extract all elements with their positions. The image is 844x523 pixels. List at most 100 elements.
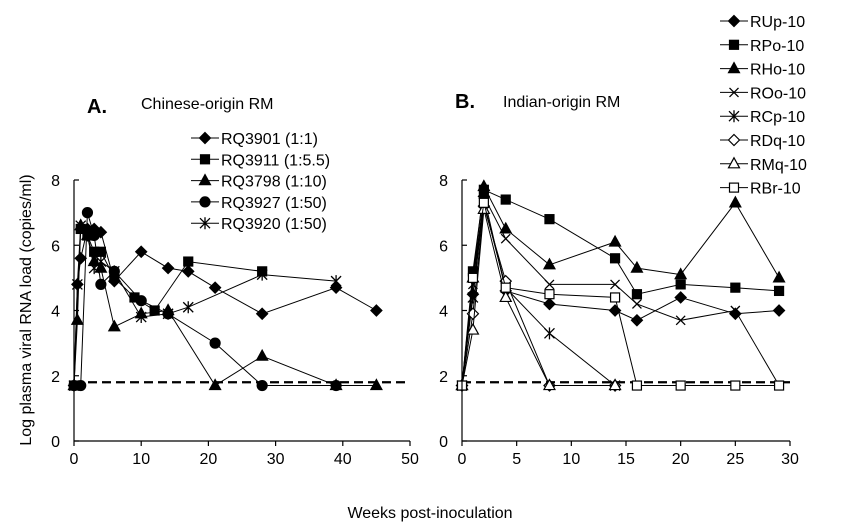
panel-b-legend-rcp-10: RCp-10 (720, 109, 805, 126)
panel-b-letter: B. (455, 91, 475, 113)
panel-b-series-rup-10-point (543, 297, 556, 311)
panel-a-series-rq3920-1-50 (68, 219, 342, 392)
panel-b-legend-rbr-10: RBr-10 (720, 181, 801, 198)
panel-a-title: Chinese-origin RM (141, 96, 274, 113)
panel-a-series-rq3798-1-10-line (73, 224, 377, 387)
panel-a-legend-rq3911-1-5-5-marker (199, 154, 211, 165)
panel-b-legend-roo-10-marker (729, 87, 739, 98)
panel-a-series-rq3920-1-50-point (75, 219, 87, 232)
panel-b-legend-rpo-10-label: RPo-10 (750, 38, 804, 55)
panel-b-series-rmq-10-point (466, 322, 480, 335)
panel-a-series-rq3927-1-50-point (81, 207, 94, 219)
panel-a-series-rq3901-1-1-point (161, 261, 175, 275)
panel-b-series-rmq-10-line (461, 209, 616, 386)
panel-a-series-rq3920-1-50-point (135, 311, 147, 324)
panel-b-legend-rdq-10-label: RDq-10 (750, 133, 805, 150)
panel-b-series-rbr-10-point (675, 380, 686, 391)
panel-b-legend-rpo-10: RPo-10 (720, 38, 804, 55)
panel-b-series-rbr-10-line (461, 202, 780, 386)
panel-b-y-tick-label: 8 (439, 173, 448, 190)
panel-b-series-roo-10-point (544, 279, 555, 290)
panel-a-series-rq3927-1-50-line (74, 212, 337, 386)
panel-a-series-rq3920-1-50-point (95, 255, 107, 268)
panel-a-series-rq3927-1-50-point (95, 278, 107, 290)
panel-b-series-roo-10-point (631, 299, 642, 309)
panel-b-series-rho-10-point (608, 234, 622, 247)
panel-b-series-rmq-10-point (499, 290, 513, 303)
panel-b-x-tick-label: 20 (672, 451, 690, 468)
panel-b-legend-rho-10: RHo-10 (720, 61, 805, 79)
panel-a-series-rq3901-1-1-point (329, 281, 343, 295)
panel-a-series-rq3901-1-1-point (255, 307, 269, 321)
panel-a-legend-rq3798-1-10: RQ3798 (1:10) (191, 173, 327, 191)
panel-a-legend-rq3920-1-50-marker (199, 217, 211, 230)
panel-a-series-rq3927-1-50-point (330, 379, 342, 392)
panel-a-legend-rq3920-1-50: RQ3920 (1:50) (191, 216, 327, 233)
panel-a-series-rq3927-1-50-point (135, 295, 147, 307)
panel-a-series-rq3920-1-50-point (256, 268, 268, 281)
panel-b-legend-rup-10-marker (727, 14, 741, 28)
panel-b-series-rup-10-line (461, 196, 780, 386)
panel-b-series-rpo-10-point (500, 194, 511, 205)
panel-b-legend-rup-10-label: RUp-10 (750, 14, 805, 31)
panel-b-legend-rcp-10-marker (728, 110, 740, 123)
panel-a-y-tick-label: 4 (51, 304, 60, 321)
panel-a-series-rq3901-1-1-point (134, 245, 148, 259)
panel-a-series-rq3901-1-1-point (208, 281, 222, 295)
panel-b-series-rbr-10 (456, 197, 785, 391)
panel-b-series-rho-10-point (499, 221, 513, 234)
panel-a-series-rq3920-1-50-point (162, 307, 174, 320)
panel-a-y-tick-label: 0 (51, 434, 60, 451)
panel-a-axes: 0 2 4 6 8 0 10 20 30 40 50 (51, 173, 419, 468)
panel-a-x-tick-label: 40 (334, 451, 352, 468)
panel-b-series-rup-10-point (674, 291, 688, 304)
panel-a-series-rq3901-1-1-point (370, 304, 383, 317)
panel-b-series-rbr-10-point (631, 380, 643, 391)
panel-a-legend-rq3798-1-10-marker (198, 173, 212, 186)
panel-a-legend-rq3927-1-50-label: RQ3927 (1:50) (221, 195, 327, 212)
panel-b-series-rpo-10-point (773, 285, 785, 297)
panel-a-x-tick-label: 30 (267, 451, 285, 468)
panel-b-series-roo-10-point (675, 315, 686, 326)
panel-b-series-rpo-10-point (675, 279, 686, 290)
panel-a-legend: RQ3901 (1:1) RQ3911 (1:5.5) RQ3798 (1:10) R… (191, 131, 330, 233)
panel-b-series-rup-10-point (772, 304, 786, 317)
panel-a-series-rq3798-1-10-point (255, 348, 269, 361)
panel-a-series-rq3927-1-50-point (75, 379, 87, 392)
panel-b-series-rbr-10-point (478, 197, 489, 208)
panel-b-y-tick-label: 2 (439, 369, 448, 386)
panel-b-series-rup-10-point (630, 313, 644, 327)
panel-b-legend-rmq-10: RMq-10 (720, 156, 807, 174)
panel-b-series-rcp-10-point (544, 327, 555, 340)
panel-b-series-rho-10-point (630, 260, 644, 273)
panel-b-legend-rup-10: RUp-10 (720, 14, 805, 31)
panel-b-x-tick-label: 10 (562, 451, 580, 468)
panel-b-series-rpo-10-point (631, 289, 643, 300)
panel-b-series-rpo-10-point (609, 253, 621, 264)
panel-a-marks (67, 207, 410, 392)
panel-a-series-rq3927-1-50-point (209, 337, 221, 349)
panel-b-series-rbr-10-point (500, 282, 511, 293)
panel-b-legend-rbr-10-marker (728, 182, 740, 193)
panel-a-legend-rq3911-1-5-5: RQ3911 (1:5.5) (191, 152, 330, 169)
panel-b-legend-rmq-10-marker (727, 156, 741, 169)
panel-a-series-rq3798-1-10-point (208, 378, 222, 391)
panel-b-legend-rcp-10-label: RCp-10 (750, 109, 805, 126)
x-axis-label: Weeks post-inoculation (347, 505, 512, 522)
panel-a-legend-rq3901-1-1-marker (198, 131, 212, 145)
panel-a: 0 2 4 6 8 0 10 20 30 40 50 A. Chinese-origin RM RQ… (51, 96, 419, 468)
panel-a-series-rq3798-1-10-point (107, 319, 121, 332)
panel-b-legend-roo-10: ROo-10 (720, 85, 806, 102)
panel-b-series-roo-10-point (610, 279, 621, 290)
panel-a-series-rq3901-1-1 (67, 222, 383, 392)
panel-b-series-roo-10-point (730, 305, 741, 316)
panel-a-series-rq3920-1-50-point (81, 229, 93, 242)
panel-b-y-tick-label: 4 (439, 304, 448, 321)
panel-a-x-tick-label: 10 (132, 451, 150, 468)
panel-a-series-rq3920-1-50-point (330, 275, 342, 288)
panel-a-series-rq3927-1-50 (68, 207, 342, 392)
panel-a-series-rq3798-1-10-point (369, 378, 383, 391)
panel-b-y-tick-label: 6 (439, 238, 448, 255)
panel-b-legend-rpo-10-marker (728, 39, 740, 50)
panel-a-x-tick-label: 20 (200, 451, 218, 468)
